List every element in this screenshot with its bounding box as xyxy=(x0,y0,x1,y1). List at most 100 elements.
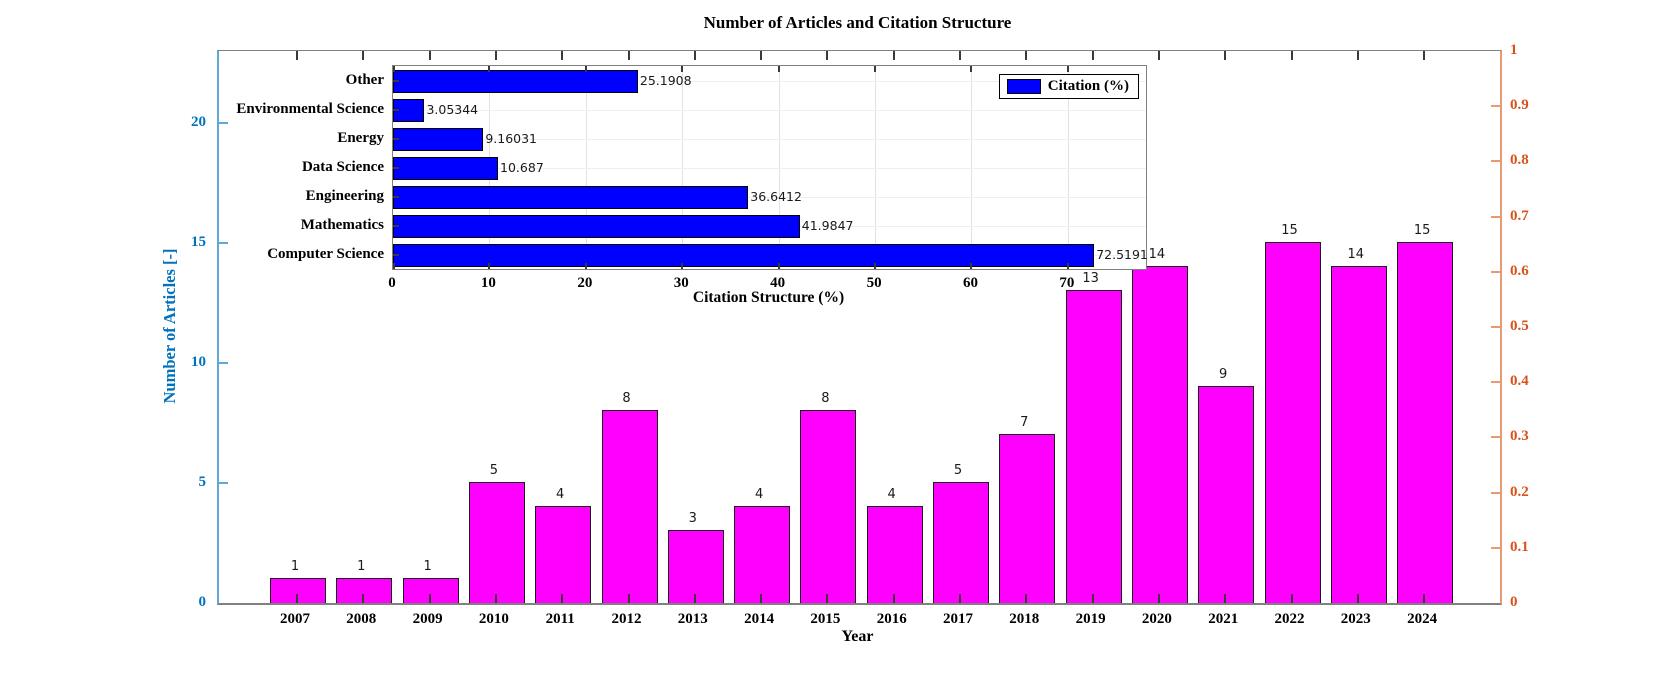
inset-x-tick-mark xyxy=(970,263,973,269)
left-y-tick-label: 20 xyxy=(191,114,206,130)
x-tick-mark-top xyxy=(1290,51,1293,60)
x-tick-mark-top xyxy=(959,51,961,60)
left-y-tick-label: 5 xyxy=(198,474,207,490)
inset-legend: Citation (%) xyxy=(998,74,1139,99)
inset-x-tick-mark xyxy=(393,263,395,269)
x-tick-label-2021: 2021 xyxy=(1208,611,1239,627)
right-y-tick-label: 0.5 xyxy=(1510,318,1529,334)
bar-value-label: 13 xyxy=(1082,271,1099,286)
x-tick-mark xyxy=(1025,594,1028,603)
citation-value-label: 3.05344 xyxy=(426,101,479,117)
right-y-tick-mark xyxy=(1491,326,1500,328)
article-bar-2009 xyxy=(402,578,459,603)
x-tick-mark-top xyxy=(1224,51,1227,60)
x-tick-mark-top xyxy=(561,51,564,60)
x-tick-label-2014: 2014 xyxy=(744,611,775,627)
inset-x-tick-mark xyxy=(777,263,780,269)
bar-value-label: 1 xyxy=(357,559,366,574)
x-tick-label-2011: 2011 xyxy=(545,611,575,627)
bar-value-label: 5 xyxy=(489,463,499,478)
legend-swatch-icon xyxy=(1006,79,1041,94)
x-tick-label-2019: 2019 xyxy=(1075,611,1106,627)
citation-bar-engineering xyxy=(393,186,749,209)
citation-value-label: 41.9847 xyxy=(801,217,854,233)
x-tick-label-2024: 2024 xyxy=(1407,611,1438,627)
citation-bar-environmental-science xyxy=(393,99,425,122)
article-bar-2007 xyxy=(270,578,326,603)
x-tick-mark-top xyxy=(1091,51,1094,60)
bar-value-label: 14 xyxy=(1347,247,1365,262)
article-bar-2013 xyxy=(667,530,724,603)
inset-x-tick-mark-top xyxy=(1066,66,1069,72)
article-bar-2008 xyxy=(336,578,393,603)
x-tick-mark-top xyxy=(362,51,365,60)
inset-x-tick-label: 50 xyxy=(866,275,882,291)
article-bar-2016 xyxy=(866,506,923,603)
x-tick-label-2020: 2020 xyxy=(1141,611,1172,627)
inset-x-tick-mark-top xyxy=(874,66,877,72)
left-y-tick-label: 10 xyxy=(191,354,206,370)
article-bar-2010 xyxy=(468,482,525,603)
inset-gridline-h xyxy=(393,167,1146,169)
x-tick-label-2013: 2013 xyxy=(677,611,708,627)
citation-value-label: 72.5191 xyxy=(1096,246,1148,262)
left-y-tick-mark xyxy=(219,242,228,244)
right-y-tick-label: 0.3 xyxy=(1510,428,1529,445)
inset-x-tick-label: 20 xyxy=(577,275,593,291)
citation-bar-other xyxy=(393,70,638,93)
article-bar-2021 xyxy=(1198,386,1255,603)
article-bar-2022 xyxy=(1264,242,1321,603)
inset-x-tick-mark xyxy=(584,263,587,269)
x-tick-mark-top xyxy=(693,51,696,60)
right-y-tick-mark xyxy=(1491,436,1500,439)
inset-gridline-h xyxy=(393,80,1146,82)
right-y-tick-label: 0.4 xyxy=(1510,373,1529,390)
left-y-tick-mark xyxy=(219,482,228,484)
inset-y-tick-mark xyxy=(393,253,399,256)
x-tick-mark xyxy=(1423,594,1426,603)
x-tick-mark-top xyxy=(760,51,763,60)
left-y-tick-label: 15 xyxy=(191,234,206,250)
inset-x-tick-mark-top xyxy=(970,66,973,72)
right-y-tick-mark xyxy=(1491,160,1500,163)
x-tick-label-2012: 2012 xyxy=(611,611,642,627)
citation-value-label: 9.16031 xyxy=(485,130,538,146)
article-bar-2017 xyxy=(933,482,989,603)
x-tick-label-2010: 2010 xyxy=(478,611,509,627)
x-tick-mark xyxy=(693,594,696,603)
article-bar-2024 xyxy=(1397,242,1454,603)
left-y-tick-mark xyxy=(219,362,228,364)
bar-value-label: 9 xyxy=(1219,367,1228,382)
inset-category-label: Other xyxy=(345,71,384,88)
x-tick-mark xyxy=(826,594,829,603)
x-tick-label-2022: 2022 xyxy=(1274,611,1305,627)
bar-value-label: 1 xyxy=(290,559,300,574)
inset-x-tick-mark-top xyxy=(584,66,587,72)
right-y-tick-label: 0.8 xyxy=(1510,152,1529,169)
inset-x-tick-label: 70 xyxy=(1059,275,1075,291)
inset-y-tick-mark xyxy=(393,166,399,169)
bar-value-label: 4 xyxy=(887,487,896,502)
x-tick-mark xyxy=(959,594,961,603)
x-tick-label-2009: 2009 xyxy=(412,611,443,627)
citation-bar-mathematics xyxy=(393,215,800,238)
x-tick-mark xyxy=(1290,594,1293,603)
citation-value-label: 36.6412 xyxy=(750,188,802,204)
bar-value-label: 3 xyxy=(688,511,697,526)
citation-bar-data-science xyxy=(393,157,499,180)
article-bar-2018 xyxy=(999,434,1056,603)
x-tick-label-2023: 2023 xyxy=(1340,611,1371,627)
chart-title: Number of Articles and Citation Structur… xyxy=(703,13,1012,32)
inset-x-tick-label: 30 xyxy=(673,275,689,291)
inset-gridline-h xyxy=(393,196,1146,198)
inset-category-label: Environmental Science xyxy=(236,100,384,117)
inset-y-tick-mark xyxy=(393,79,399,82)
main-plot-area xyxy=(217,50,1502,605)
x-tick-mark-top xyxy=(1025,51,1028,60)
x-tick-label-2015: 2015 xyxy=(810,611,841,627)
inset-x-axis-label: Citation Structure (%) xyxy=(692,289,845,306)
inset-x-tick-label: 40 xyxy=(770,275,786,291)
x-tick-mark xyxy=(1356,594,1359,603)
right-y-tick-mark xyxy=(1491,105,1500,108)
x-tick-mark xyxy=(1224,594,1227,603)
